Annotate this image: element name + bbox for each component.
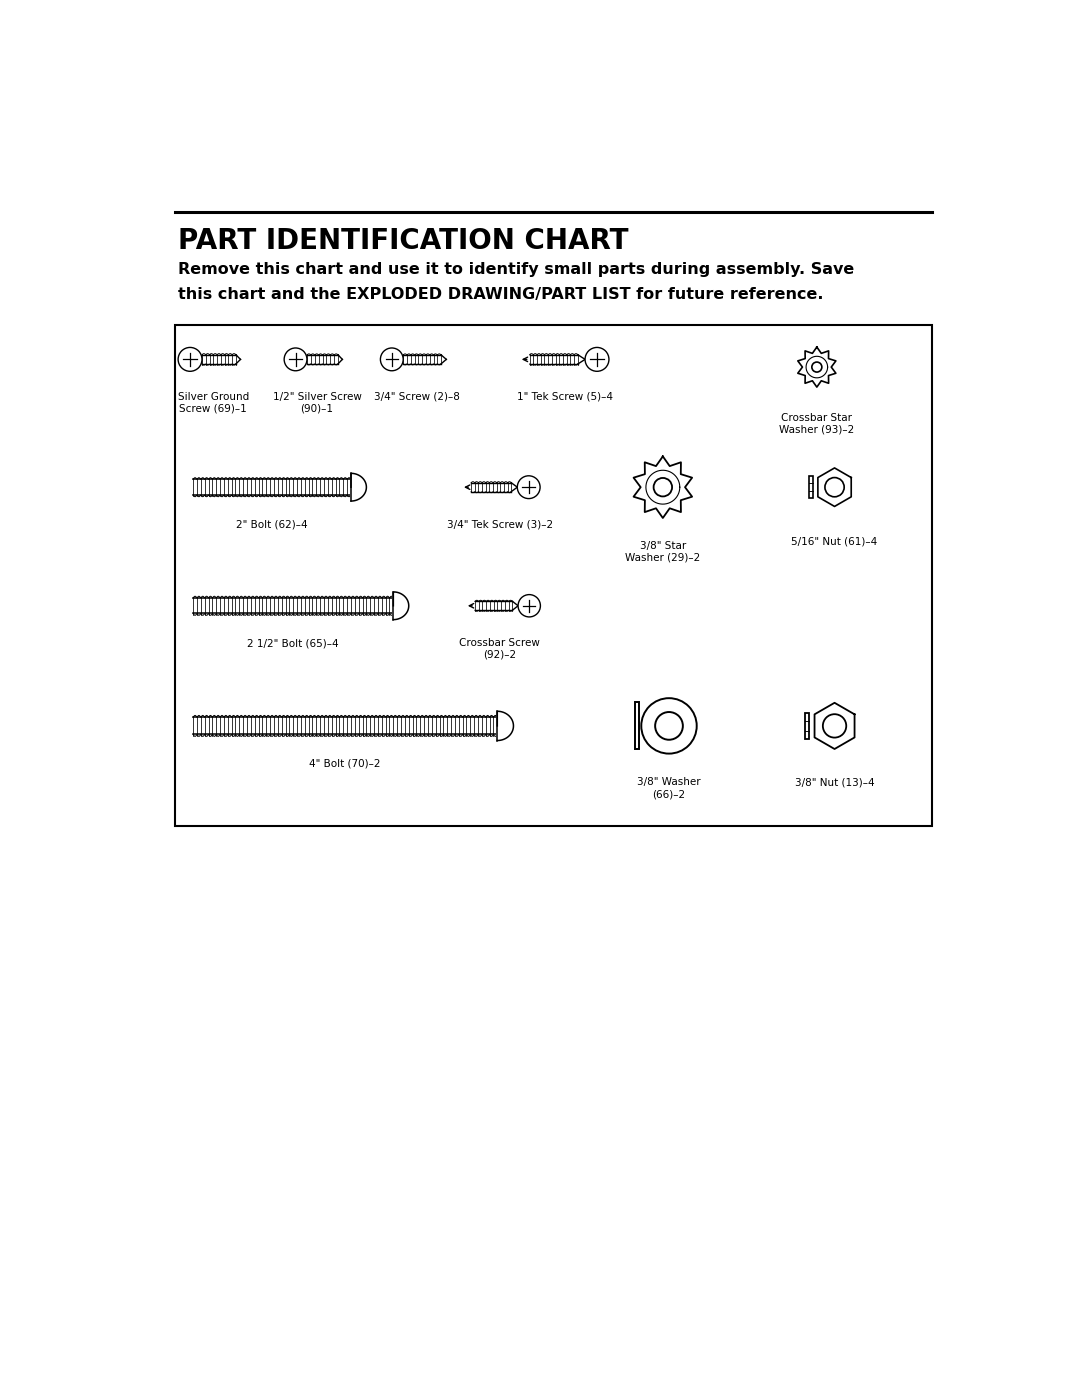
Text: 3/4" Tek Screw (3)–2: 3/4" Tek Screw (3)–2: [446, 520, 553, 529]
Circle shape: [642, 698, 697, 753]
Bar: [175, 326, 932, 826]
Polygon shape: [818, 468, 851, 507]
Circle shape: [585, 348, 609, 372]
Text: 3/8" Washer
(66)–2: 3/8" Washer (66)–2: [637, 778, 701, 799]
Text: this chart and the EXPLODED DRAWING/PART LIST for future reference.: this chart and the EXPLODED DRAWING/PART…: [178, 286, 823, 302]
Bar: [809, 476, 813, 497]
Polygon shape: [351, 474, 366, 502]
Circle shape: [518, 595, 540, 617]
Circle shape: [284, 348, 307, 370]
Text: 2" Bolt (62)–4: 2" Bolt (62)–4: [235, 520, 308, 529]
Bar: [635, 703, 639, 749]
Polygon shape: [798, 346, 836, 387]
Text: 1" Tek Screw (5)–4: 1" Tek Screw (5)–4: [517, 391, 613, 402]
Text: 5/16" Nut (61)–4: 5/16" Nut (61)–4: [792, 536, 878, 546]
Circle shape: [178, 348, 202, 372]
Text: 1/2" Silver Screw
(90)–1: 1/2" Silver Screw (90)–1: [272, 391, 362, 414]
Text: 3/8" Star
Washer (29)–2: 3/8" Star Washer (29)–2: [625, 541, 701, 563]
Polygon shape: [393, 592, 408, 620]
Text: Crossbar Star
Washer (93)–2: Crossbar Star Washer (93)–2: [779, 414, 854, 434]
Text: 3/4" Screw (2)–8: 3/4" Screw (2)–8: [375, 391, 460, 402]
Text: 3/8" Nut (13)–4: 3/8" Nut (13)–4: [795, 778, 875, 788]
Text: 4" Bolt (70)–2: 4" Bolt (70)–2: [309, 759, 380, 768]
Bar: [805, 712, 809, 739]
Polygon shape: [814, 703, 854, 749]
Circle shape: [812, 362, 822, 372]
Text: 2 1/2" Bolt (65)–4: 2 1/2" Bolt (65)–4: [247, 638, 339, 648]
Polygon shape: [497, 711, 513, 740]
Circle shape: [517, 476, 540, 499]
Circle shape: [653, 478, 672, 496]
Text: Crossbar Screw
(92)–2: Crossbar Screw (92)–2: [459, 638, 540, 659]
Text: Silver Ground
Screw (69)–1: Silver Ground Screw (69)–1: [177, 391, 248, 414]
Circle shape: [380, 348, 403, 370]
Text: PART IDENTIFICATION CHART: PART IDENTIFICATION CHART: [178, 226, 629, 254]
Circle shape: [656, 712, 683, 740]
Polygon shape: [634, 457, 692, 518]
Text: Remove this chart and use it to identify small parts during assembly. Save: Remove this chart and use it to identify…: [178, 261, 854, 277]
